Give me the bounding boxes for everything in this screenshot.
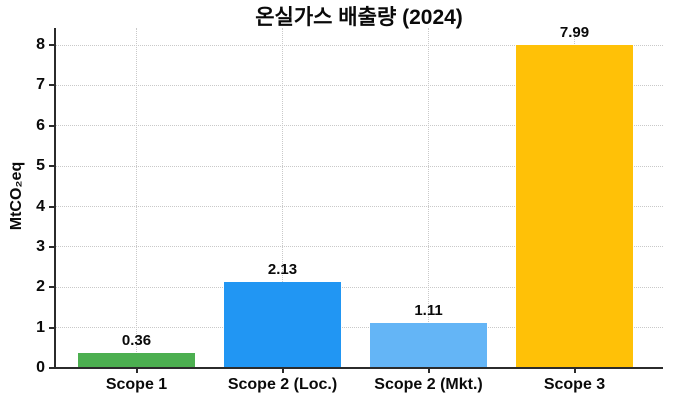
h-gridline — [55, 206, 663, 207]
bar-value-label: 1.11 — [414, 302, 443, 320]
bar-scope-1 — [78, 353, 195, 368]
y-axis-tick — [49, 367, 55, 369]
x-tick-label: Scope 2 (Loc.) — [227, 376, 338, 393]
h-gridline — [55, 327, 663, 329]
x-axis-tick — [281, 368, 284, 373]
y-tick-label: 4 — [36, 197, 45, 215]
y-tick-label: 0 — [36, 359, 45, 376]
y-axis-tick — [49, 165, 55, 168]
v-gridline — [282, 28, 283, 368]
y-axis-tick — [49, 44, 55, 46]
h-gridline — [55, 165, 663, 167]
y-tick-label: 1 — [36, 318, 45, 336]
h-gridline — [55, 246, 663, 248]
v-gridline — [136, 28, 137, 368]
y-tick-label: 7 — [36, 76, 45, 94]
y-tick-label: 2 — [36, 278, 45, 296]
bar-scope-2-loc — [224, 282, 341, 368]
x-axis-tick — [573, 368, 576, 373]
h-gridline — [55, 286, 663, 288]
x-tick-label: Scope 2 (Mkt.) — [374, 376, 483, 393]
x-tick-label: Scope 1 — [105, 376, 168, 393]
y-axis-tick — [49, 286, 55, 289]
bar-scope-2-mkt — [370, 323, 487, 368]
chart-title: 온실가스 배출량 (2024) — [255, 6, 463, 29]
y-axis-tick — [49, 245, 55, 248]
bar-value-label: 2.13 — [267, 261, 298, 278]
h-gridline — [55, 44, 663, 46]
x-axis-tick — [427, 368, 430, 373]
y-tick-label: 8 — [36, 36, 45, 53]
x-axis-tick — [135, 368, 138, 373]
y-axis-line — [54, 28, 56, 369]
y-axis-tick — [49, 84, 55, 87]
y-tick-label: 5 — [36, 157, 45, 175]
y-axis-label: MtCO₂eq — [8, 161, 25, 231]
h-gridline — [55, 125, 663, 127]
bar-value-label: 7.99 — [559, 24, 590, 42]
v-gridline — [428, 28, 429, 368]
h-gridline — [55, 84, 663, 86]
plot-area: 0.36 Scope 1 2.13 Scope 2 (Loc.) 1.11 Scope 2… — [36, 24, 663, 393]
bar-value-label: 0.36 — [121, 332, 152, 350]
y-axis-tick — [49, 124, 55, 127]
x-axis-line — [54, 367, 663, 369]
y-tick-label: 6 — [36, 116, 45, 134]
y-axis-tick — [49, 205, 55, 208]
bar-scope-3 — [516, 45, 633, 368]
y-tick-label: 3 — [36, 237, 45, 255]
x-tick-label: Scope 3 — [543, 376, 606, 393]
y-axis-tick — [49, 326, 55, 329]
